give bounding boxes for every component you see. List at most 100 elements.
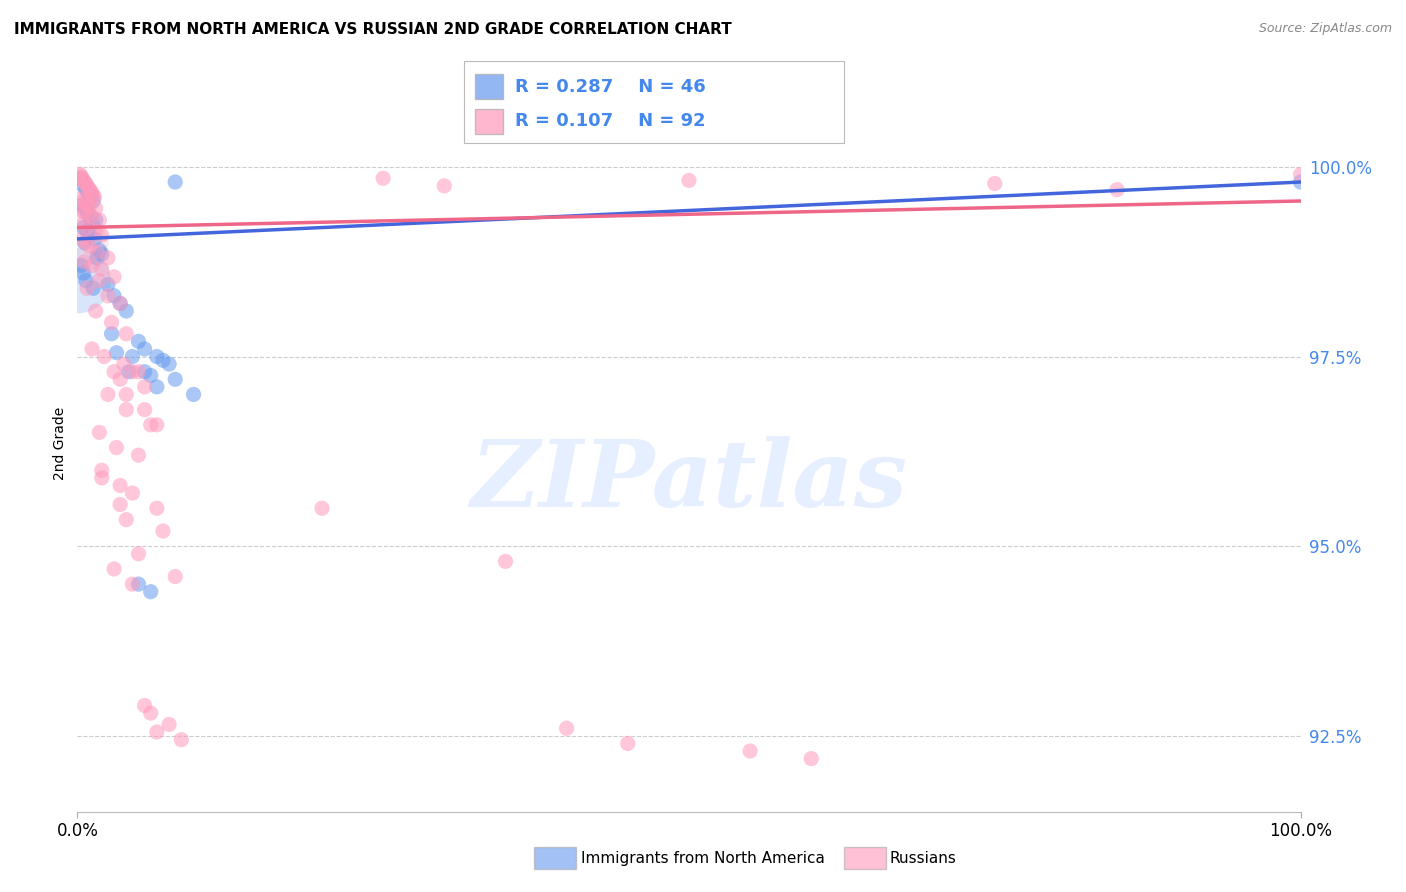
Point <box>82 194 104 208</box>
Point <box>139 368 162 383</box>
Point <box>90 471 112 485</box>
Point <box>115 402 138 417</box>
Text: Source: ZipAtlas.com: Source: ZipAtlas.com <box>1258 22 1392 36</box>
Point <box>1289 175 1312 189</box>
Point <box>86 244 108 259</box>
Point <box>165 372 187 386</box>
Point <box>77 181 100 195</box>
Point <box>617 736 640 750</box>
Point <box>139 417 162 432</box>
Point <box>82 188 104 202</box>
Point <box>103 289 125 303</box>
Text: Russians: Russians <box>890 851 957 865</box>
Text: IMMIGRANTS FROM NORTH AMERICA VS RUSSIAN 2ND GRADE CORRELATION CHART: IMMIGRANTS FROM NORTH AMERICA VS RUSSIAN… <box>14 22 731 37</box>
Point <box>89 425 111 440</box>
Point <box>134 402 156 417</box>
Point <box>82 281 104 295</box>
Point <box>84 224 107 238</box>
Point <box>70 203 93 218</box>
Point <box>121 365 143 379</box>
Point <box>72 178 94 193</box>
Point <box>80 186 103 201</box>
Point <box>134 365 156 379</box>
Point <box>183 387 205 401</box>
Point <box>139 584 162 599</box>
Point <box>80 209 103 223</box>
Point <box>678 173 700 187</box>
Point <box>72 194 94 208</box>
Point <box>152 353 174 368</box>
Point <box>108 296 131 310</box>
Point <box>90 463 112 477</box>
Point <box>495 554 517 568</box>
Point <box>127 365 149 379</box>
Text: ZIPatlas: ZIPatlas <box>471 435 907 525</box>
Point <box>70 171 93 186</box>
Point <box>76 281 98 295</box>
Point <box>157 717 180 731</box>
Point <box>108 498 131 512</box>
Point <box>76 198 98 212</box>
Point <box>70 171 93 186</box>
Point <box>79 199 101 213</box>
Point <box>146 725 169 739</box>
Point <box>1289 168 1312 182</box>
Point <box>72 217 94 231</box>
Point <box>89 274 111 288</box>
Point <box>73 235 96 250</box>
Point <box>75 274 97 288</box>
Point <box>72 220 94 235</box>
Point <box>146 501 169 516</box>
Point <box>70 198 93 212</box>
Point <box>93 350 115 364</box>
Point <box>67 274 90 288</box>
Point <box>115 387 138 401</box>
Point <box>108 478 131 492</box>
Point <box>83 232 105 246</box>
Point <box>139 706 162 720</box>
Point <box>134 380 156 394</box>
Point <box>146 380 169 394</box>
Point <box>157 357 180 371</box>
Point <box>89 213 111 227</box>
Point <box>170 732 193 747</box>
Point <box>67 235 90 250</box>
Point <box>115 326 138 341</box>
Point <box>115 304 138 318</box>
Point <box>1107 183 1129 197</box>
Point <box>70 169 93 183</box>
Point <box>84 213 107 227</box>
Point <box>73 205 96 219</box>
Point <box>90 262 112 277</box>
Point <box>72 173 94 187</box>
Point <box>73 202 96 216</box>
Point <box>83 190 105 204</box>
Point <box>371 171 394 186</box>
Point <box>800 751 823 765</box>
Point <box>103 269 125 284</box>
Point <box>121 350 143 364</box>
Point <box>79 239 101 253</box>
Point <box>76 178 98 193</box>
Point <box>89 244 111 258</box>
Point <box>69 168 91 182</box>
Point <box>80 190 103 204</box>
Point <box>97 251 120 265</box>
Text: Immigrants from North America: Immigrants from North America <box>581 851 824 865</box>
Point <box>165 569 187 583</box>
Point <box>73 175 96 189</box>
Point <box>97 277 120 292</box>
Point <box>90 228 112 243</box>
Point <box>108 296 131 310</box>
Point <box>77 186 100 201</box>
Point <box>76 224 98 238</box>
Point <box>70 192 93 206</box>
Point <box>146 417 169 432</box>
Point <box>103 365 125 379</box>
Point <box>84 202 107 216</box>
Point <box>134 698 156 713</box>
Point <box>146 350 169 364</box>
Point <box>84 304 107 318</box>
Point <box>433 178 456 193</box>
Point <box>112 357 135 371</box>
